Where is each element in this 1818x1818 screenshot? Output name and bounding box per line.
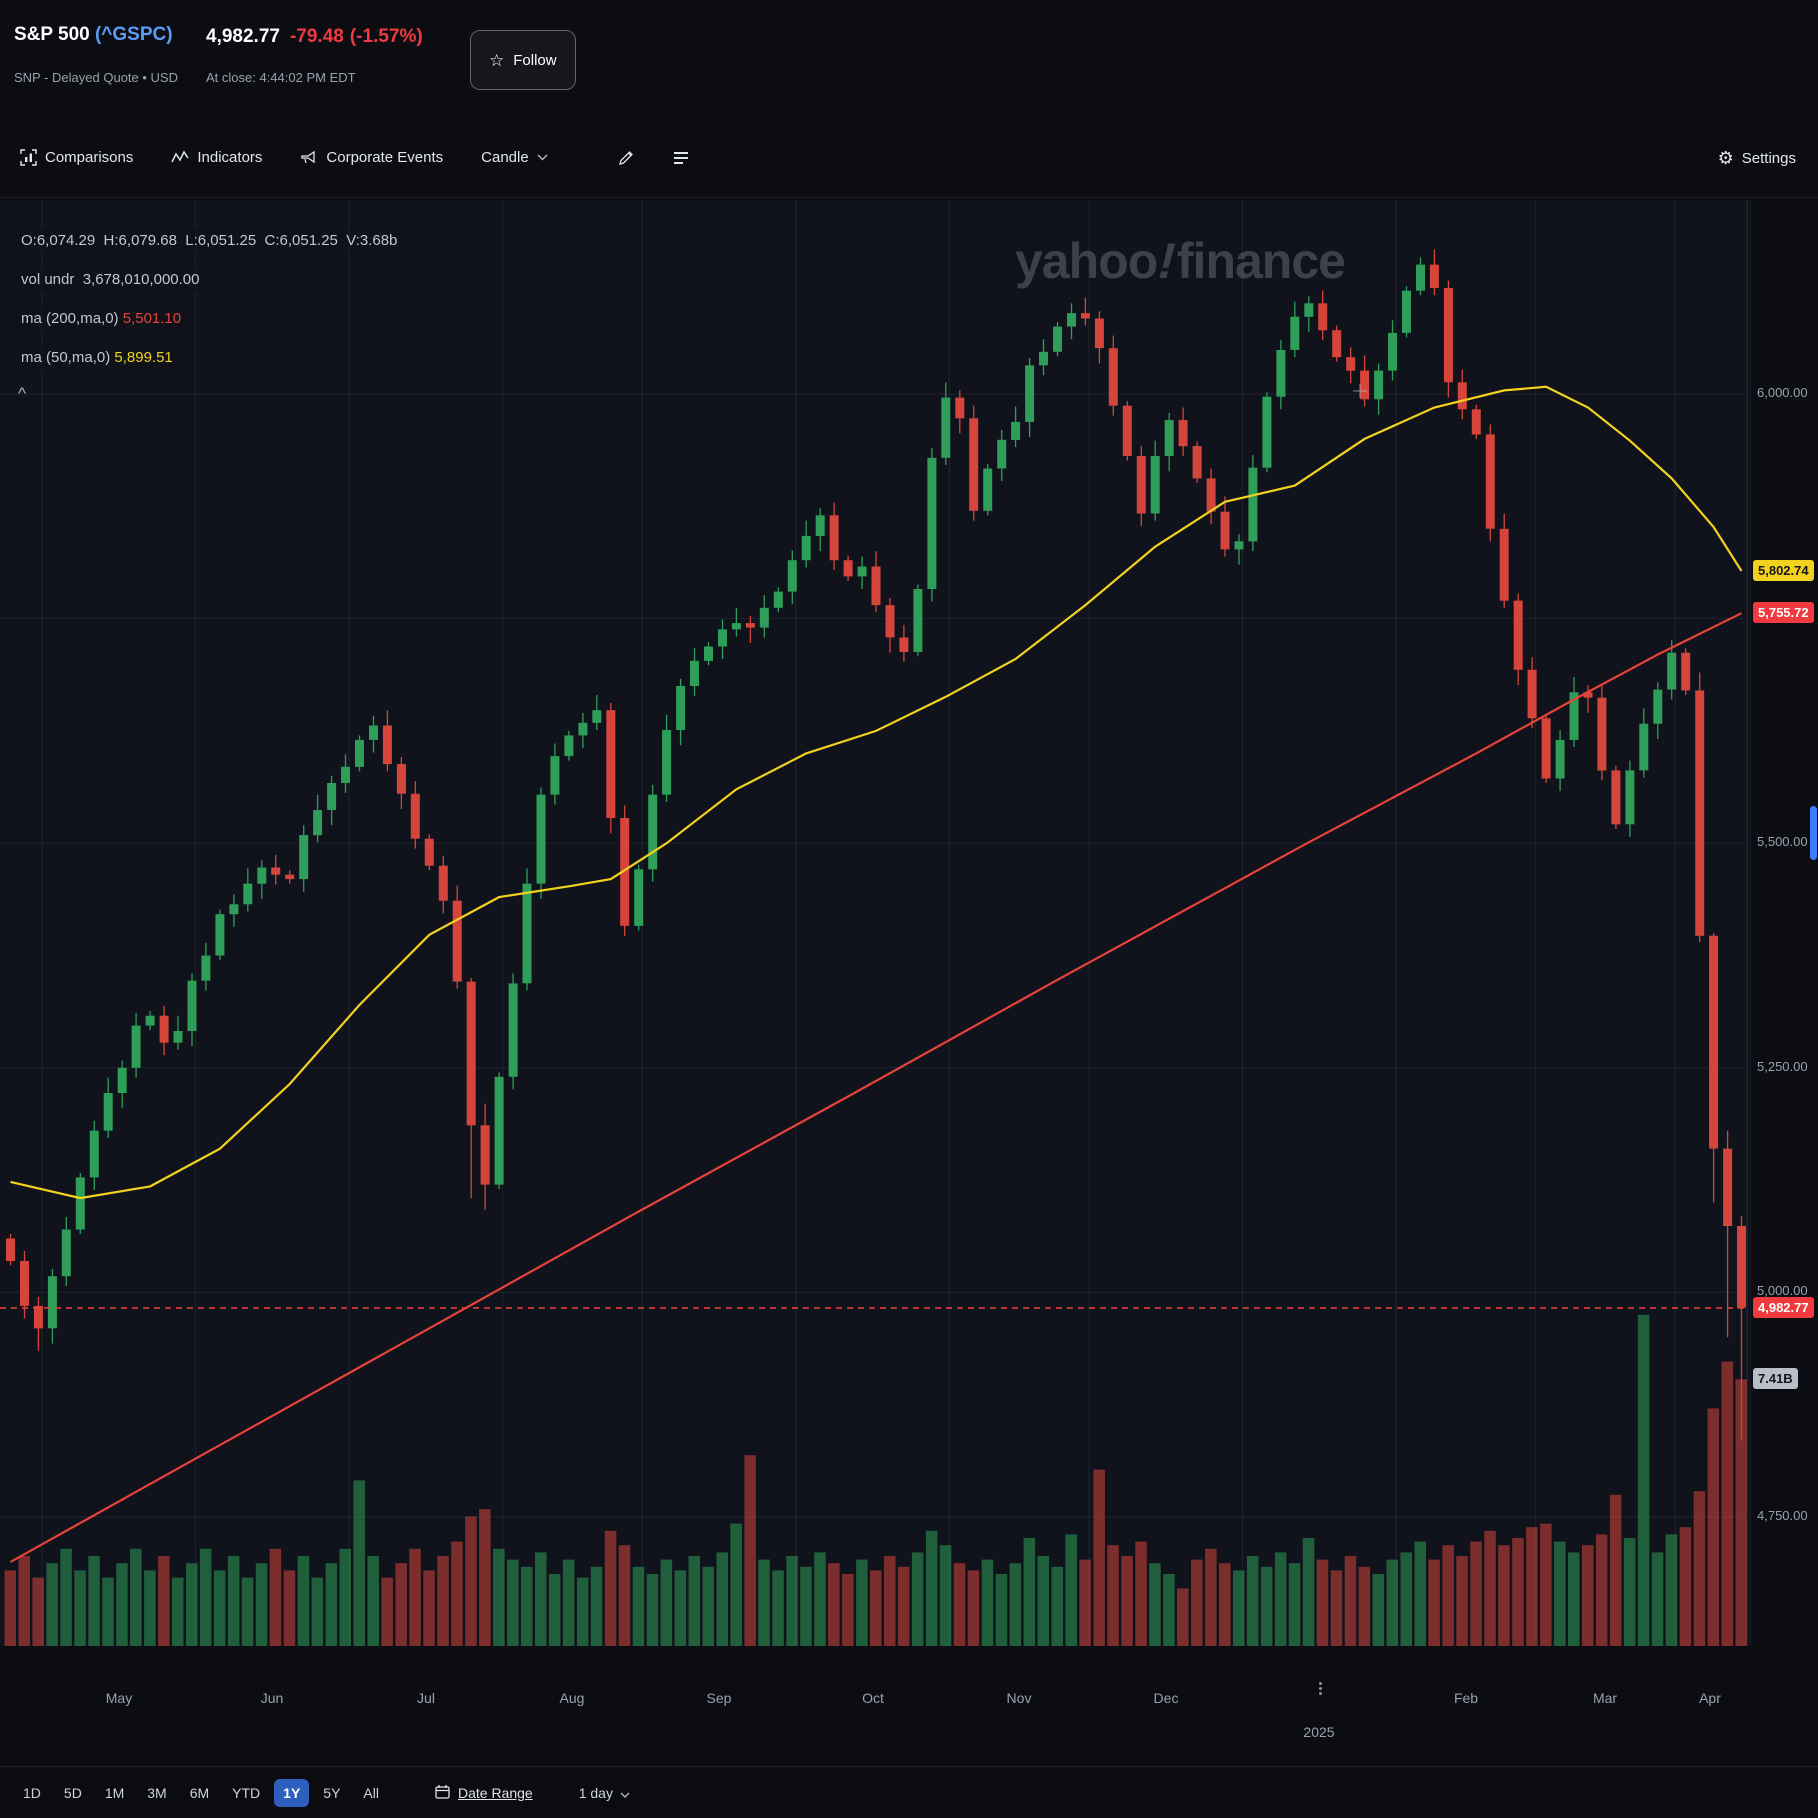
volume-readout: vol undr 3,678,010,000.00 xyxy=(14,267,207,292)
year-tick-dots xyxy=(1319,1682,1322,1685)
year-label: 2025 xyxy=(1303,1724,1335,1740)
calendar-icon xyxy=(435,1784,450,1802)
ma200-readout: ma (200,ma,0) 5,501.10 xyxy=(14,306,189,331)
range-button-5y[interactable]: 5Y xyxy=(314,1779,349,1807)
yahoo-finance-watermark: yahoo!finance xyxy=(1015,233,1346,289)
range-button-5d[interactable]: 5D xyxy=(55,1779,91,1807)
symbol-name: S&P 500 xyxy=(14,24,95,45)
chart-legend-button[interactable] xyxy=(667,150,695,166)
indicators-icon xyxy=(171,150,189,166)
month-label: May xyxy=(105,1690,133,1706)
range-button-3m[interactable]: 3M xyxy=(138,1779,175,1807)
range-footer: 1D 5D 1M 3M 6M YTD 1Y 5Y All Date Range 1 day xyxy=(0,1766,1818,1818)
star-icon: ☆ xyxy=(489,50,505,70)
interval-label: 1 day xyxy=(578,1784,613,1801)
range-button-6m[interactable]: 6M xyxy=(181,1779,218,1807)
pencil-icon xyxy=(618,149,635,166)
gear-icon: ⚙ xyxy=(1717,148,1734,168)
chevron-down-icon xyxy=(537,154,548,161)
ma50-readout: ma (50,ma,0) 5,899.51 xyxy=(14,345,180,370)
axis-scrollbar-handle[interactable] xyxy=(1810,806,1817,860)
price-change-percent: (-1.57%) xyxy=(349,26,423,47)
date-range-button[interactable]: Date Range xyxy=(429,1783,539,1803)
price-axis[interactable]: 6,000.00 5,500.00 5,250.00 5,000.00 4,750.00… xyxy=(1750,200,1818,1646)
interval-dropdown[interactable]: 1 day xyxy=(573,1784,636,1802)
price-tick-label: 5,500.00 xyxy=(1757,834,1808,849)
comparisons-button[interactable]: Comparisons xyxy=(14,148,139,167)
month-label: Jun xyxy=(260,1690,284,1706)
range-buttons: 1D 5D 1M 3M 6M YTD 1Y 5Y All xyxy=(14,1778,393,1807)
month-label: Nov xyxy=(1006,1690,1032,1706)
chart-type-label: Candle xyxy=(481,149,529,166)
range-button-1d[interactable]: 1D xyxy=(14,1779,50,1807)
range-button-all[interactable]: All xyxy=(354,1779,388,1807)
corporate-events-label: Corporate Events xyxy=(326,149,444,166)
megaphone-icon xyxy=(300,150,318,166)
month-label: Mar xyxy=(1592,1690,1618,1706)
quote-header: S&P 500 (^GSPC) SNP - Delayed Quote • US… xyxy=(0,0,1818,118)
price-line: 4,982.77 -79.48 (-1.57%) xyxy=(206,26,423,48)
price-tick-label: 5,250.00 xyxy=(1757,1059,1808,1074)
chart-toolbar: Comparisons Indicators Corporate Events … xyxy=(0,118,1818,198)
draw-button[interactable] xyxy=(612,148,641,167)
ohlc-readout: O:6,074.29 H:6,079.68 L:6,051.25 C:6,051… xyxy=(14,228,405,253)
candlestick-chart[interactable] xyxy=(0,200,1818,1646)
month-label: Aug xyxy=(559,1690,585,1706)
ma50-badge: 5,802.74 xyxy=(1753,560,1814,581)
last-volume-badge: 7.41B xyxy=(1753,1368,1798,1389)
as-of-time: At close: 4:44:02 PM EDT xyxy=(206,70,356,85)
symbol-ticker[interactable]: (^GSPC) xyxy=(94,24,173,45)
collapse-readouts-button[interactable]: ^ xyxy=(18,384,26,403)
date-range-label: Date Range xyxy=(457,1784,533,1801)
time-axis[interactable]: May Jun Jul Aug Sep Oct Nov Dec 2025 Feb Mar Apr xyxy=(0,1646,1750,1766)
month-label: Jul xyxy=(417,1690,435,1706)
price-tick-label: 5,000.00 xyxy=(1757,1283,1808,1298)
range-button-1y[interactable]: 1Y xyxy=(274,1778,310,1807)
month-label: Oct xyxy=(862,1690,884,1706)
price-tick-label: 4,750.00 xyxy=(1757,1508,1808,1523)
follow-button[interactable]: ☆ Follow xyxy=(470,30,576,90)
price-tick-label: 6,000.00 xyxy=(1757,385,1808,400)
symbol-title: S&P 500 (^GSPC) xyxy=(14,24,173,46)
indicators-label: Indicators xyxy=(197,149,263,166)
range-button-1m[interactable]: 1M xyxy=(96,1779,133,1807)
chart-type-dropdown[interactable]: Candle xyxy=(475,148,554,167)
settings-label: Settings xyxy=(1741,149,1796,167)
corporate-events-button[interactable]: Corporate Events xyxy=(294,148,449,167)
comparisons-icon xyxy=(20,149,37,166)
indicators-button[interactable]: Indicators xyxy=(165,148,268,167)
last-price-badge: 4,982.77 xyxy=(1753,1297,1814,1318)
month-label: Apr xyxy=(1699,1690,1721,1706)
chevron-down-icon xyxy=(620,1785,630,1801)
exchange-line: SNP - Delayed Quote • USD xyxy=(14,70,178,85)
list-icon xyxy=(673,151,689,165)
month-label: Sep xyxy=(706,1690,732,1706)
follow-label: Follow xyxy=(513,51,557,69)
month-label: Feb xyxy=(1453,1690,1479,1706)
settings-button[interactable]: ⚙ Settings xyxy=(1712,118,1802,198)
last-price: 4,982.77 xyxy=(206,26,280,47)
price-change: -79.48 xyxy=(289,26,344,47)
month-label: Dec xyxy=(1153,1690,1179,1706)
ma200-badge: 5,755.72 xyxy=(1753,602,1814,623)
comparisons-label: Comparisons xyxy=(45,149,134,166)
range-button-ytd[interactable]: YTD xyxy=(223,1779,269,1807)
chart-readouts: O:6,074.29 H:6,079.68 L:6,051.25 C:6,051… xyxy=(14,228,405,404)
